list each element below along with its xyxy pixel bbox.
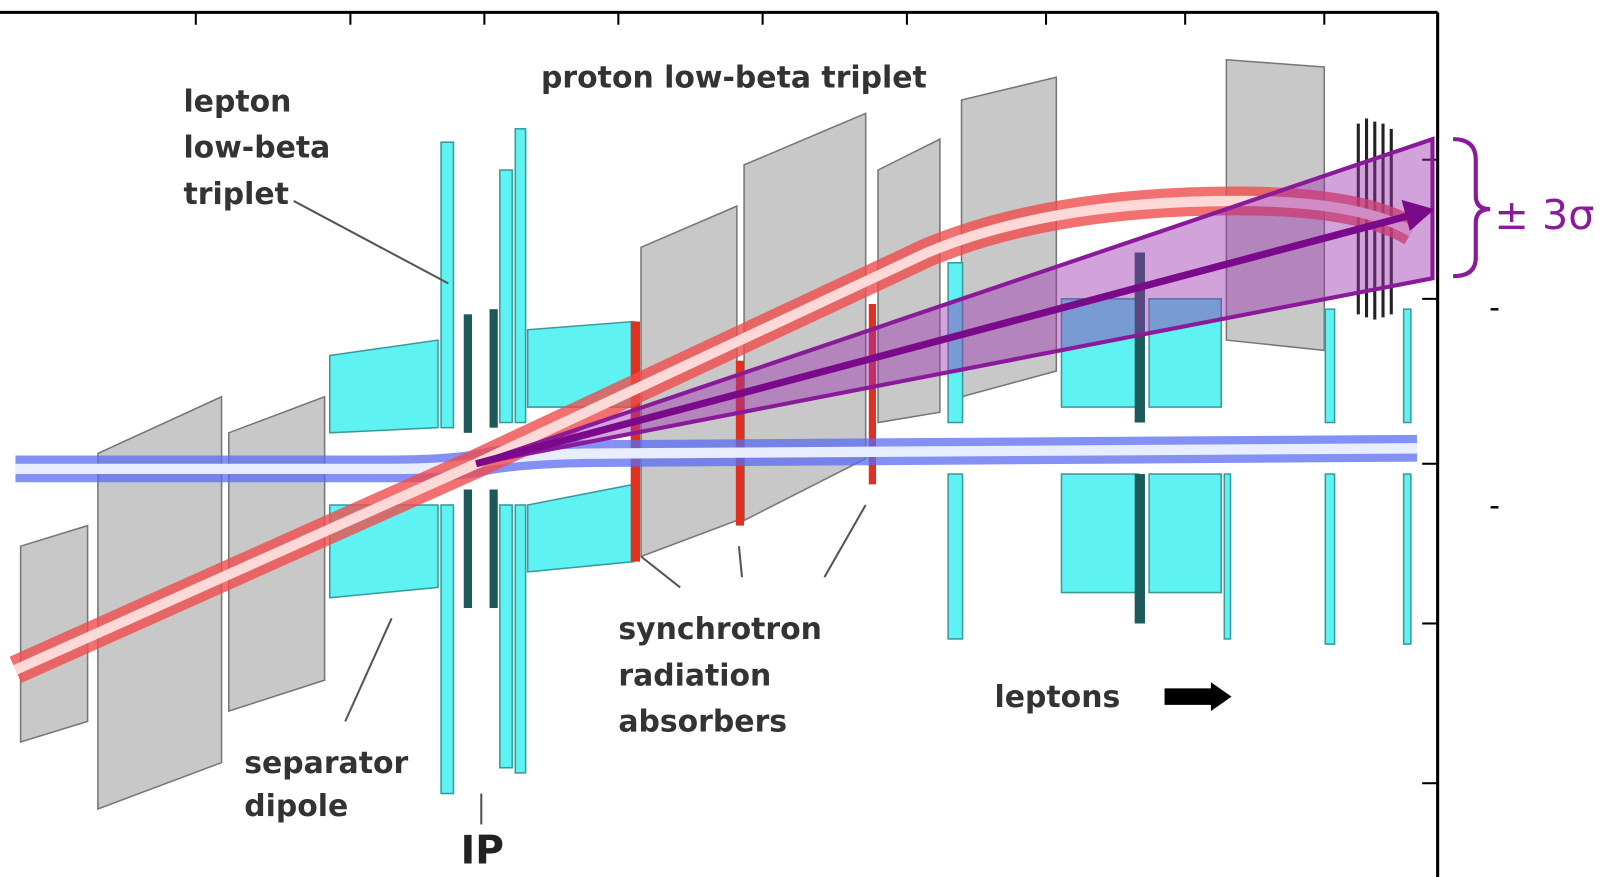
label: IP [461, 829, 504, 874]
leptons-arrow [1164, 682, 1232, 712]
label: separator [244, 746, 408, 781]
leaders [293, 200, 867, 825]
arrow-head [1401, 199, 1435, 231]
label: radiation [618, 658, 771, 693]
label: low-beta [183, 131, 330, 166]
sigma-label: ± 3σ [1494, 191, 1594, 239]
magnets [19, 58, 1326, 811]
label: proton low-beta triplet [541, 61, 927, 96]
proton-beam-core [13, 195, 1415, 675]
label: triplet [183, 177, 288, 212]
label: synchrotron [618, 612, 822, 647]
label: leptons [995, 680, 1121, 715]
label: absorbers [618, 705, 787, 740]
dash: - [1489, 488, 1500, 523]
beam-arrow [475, 210, 1415, 468]
dash: - [1489, 290, 1500, 325]
quadrupoles [329, 128, 1412, 795]
brace [1453, 137, 1491, 279]
frame [0, 10, 1440, 877]
label: dipole [244, 789, 348, 824]
label: lepton [183, 84, 291, 119]
